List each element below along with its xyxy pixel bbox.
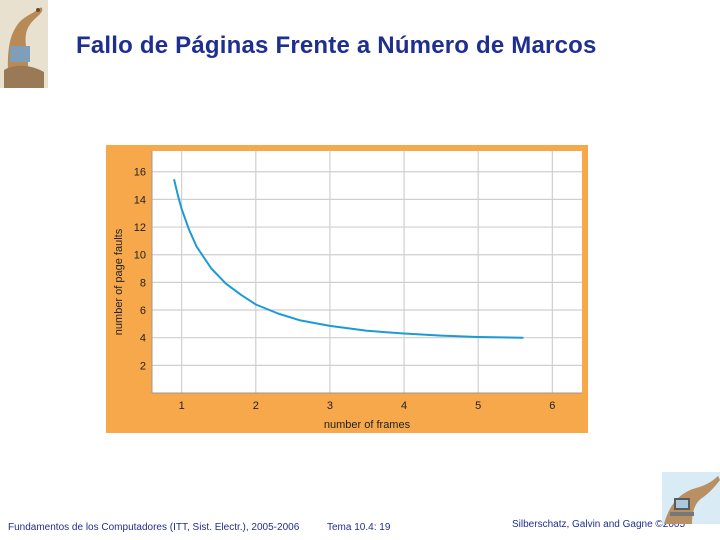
y-tick-label: 12 bbox=[134, 222, 146, 234]
y-tick-label: 2 bbox=[140, 360, 146, 372]
x-tick-label: 6 bbox=[549, 400, 555, 412]
y-tick-label: 10 bbox=[134, 250, 146, 262]
page-faults-curve bbox=[173, 179, 524, 339]
x-tick-label: 1 bbox=[179, 400, 185, 412]
course-footer: Fundamentos de los Computadores (ITT, Si… bbox=[8, 522, 300, 533]
x-tick-label: 4 bbox=[401, 400, 407, 412]
x-axis-label: number of frames bbox=[324, 419, 411, 431]
y-axis-label: number of page faults bbox=[113, 228, 125, 335]
copyright-footer: Silberschatz, Galvin and Gagne ©2005 bbox=[512, 519, 686, 530]
y-tick-label: 6 bbox=[140, 305, 146, 317]
topic-footer: Tema 10.4: 19 bbox=[327, 522, 391, 533]
slide-title: Fallo de Páginas Frente a Número de Marc… bbox=[76, 32, 597, 59]
dinosaur-logo-icon bbox=[0, 0, 48, 88]
chart-frame: 2 4 6 8 10 12 14 16 1 2 3 4 5 6 number of frames numbe… bbox=[106, 145, 588, 433]
plot-area bbox=[152, 151, 582, 393]
y-tick-label: 14 bbox=[134, 194, 146, 206]
dinosaur-computer-icon bbox=[662, 472, 720, 524]
y-tick-label: 4 bbox=[140, 333, 146, 345]
x-tick-label: 5 bbox=[475, 400, 481, 412]
x-tick-label: 2 bbox=[253, 400, 259, 412]
x-tick-label: 3 bbox=[327, 400, 333, 412]
y-tick-label: 8 bbox=[140, 277, 146, 289]
y-tick-label: 16 bbox=[134, 167, 146, 179]
